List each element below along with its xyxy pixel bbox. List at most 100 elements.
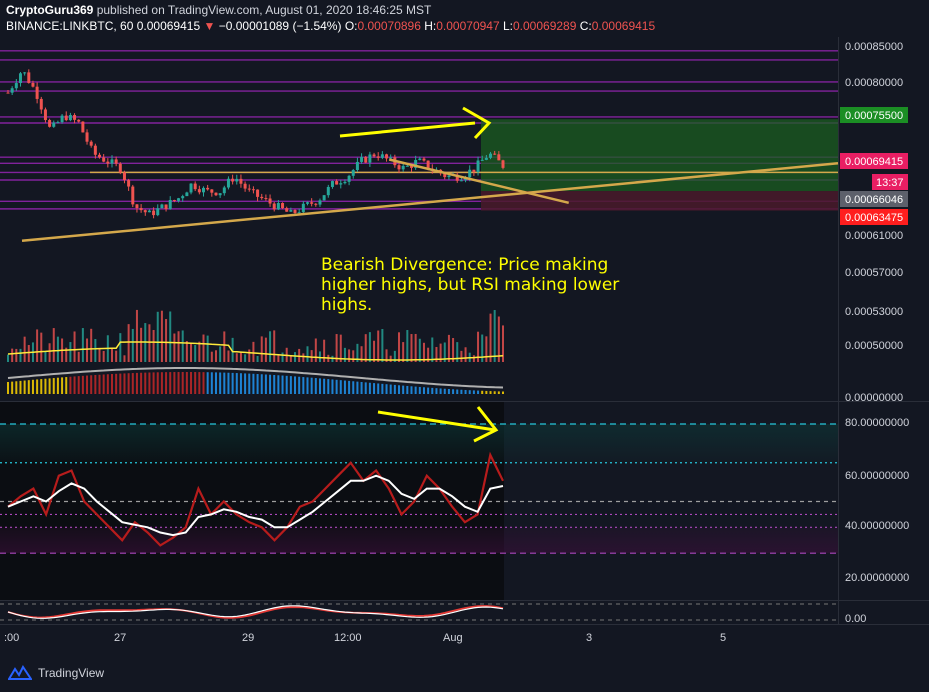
time-axis[interactable]: :00 27 29 12:00 Aug 3 5: [4, 632, 726, 644]
indicator-pane[interactable]: [0, 368, 838, 401]
down-arrow-icon: ▼: [203, 19, 216, 33]
candle-body: [380, 154, 384, 158]
volume-bar: [15, 348, 18, 362]
volume-bar: [485, 336, 488, 362]
histogram-bar: [410, 386, 413, 394]
volume-bar: [190, 342, 193, 362]
histogram-bar: [19, 380, 22, 394]
histogram-bar: [402, 385, 405, 394]
volume-bar: [310, 350, 313, 362]
histogram-bar: [294, 376, 297, 394]
histogram-signal-line: [7, 367, 504, 389]
author-name[interactable]: CryptoGuru369: [6, 3, 94, 17]
volume-bar: [198, 341, 201, 362]
tradingview-logo-icon: [8, 665, 32, 680]
histogram-bar: [356, 381, 359, 394]
tradingview-watermark[interactable]: TradingView: [8, 665, 104, 681]
candle-body: [468, 169, 472, 178]
histogram-bar: [310, 377, 313, 394]
histogram-bar: [165, 372, 168, 394]
osc-pane[interactable]: [0, 602, 838, 624]
candle-body: [484, 157, 488, 160]
volume-bar: [65, 347, 68, 362]
volume-bar: [194, 345, 197, 362]
countdown-badge: [872, 174, 908, 190]
histogram-bar: [231, 372, 234, 394]
symbol-info: BINANCE:LINKBTC, 60 0.00069415 ▼ −0.0000…: [6, 19, 655, 33]
volume-bar: [127, 324, 130, 362]
candle-body: [368, 154, 372, 163]
price-change: −0.00001089 (−1.54%): [218, 19, 342, 33]
volume-bar: [23, 336, 26, 362]
candle-body: [185, 192, 189, 197]
histogram-bar: [393, 384, 396, 394]
ohlc-high-label: H:: [424, 19, 437, 33]
volume-bar: [460, 350, 463, 362]
candle-body: [43, 109, 47, 121]
volume-bar: [373, 340, 376, 362]
volume-bar: [314, 338, 317, 362]
volume-bar: [169, 311, 172, 362]
volume-bar: [289, 355, 292, 362]
histogram-bar: [123, 373, 126, 394]
candle-body: [193, 183, 197, 190]
volume-bar: [77, 351, 80, 362]
histogram-bar: [264, 374, 267, 394]
histogram-bar: [368, 382, 371, 394]
watermark-text: TradingView: [38, 666, 105, 680]
histogram-bar: [339, 380, 342, 394]
countdown-label: 13:37: [876, 177, 904, 189]
histogram-bar: [306, 377, 309, 394]
price-tick: 0.00080000: [845, 77, 903, 89]
histogram-bar: [131, 373, 134, 394]
histogram-bar: [90, 375, 93, 394]
volume-bar: [98, 347, 101, 362]
volume-bar: [148, 324, 151, 362]
histogram-bar: [61, 377, 64, 394]
volume-bar: [294, 352, 297, 362]
histogram-bar: [69, 376, 72, 394]
candle-body: [447, 175, 451, 178]
histogram-bar: [348, 380, 351, 394]
symbol-label[interactable]: BINANCE:LINKBTC, 60: [6, 19, 134, 33]
volume-bar: [210, 351, 213, 362]
annotation-line-2: higher highs, but RSI making lower: [321, 275, 619, 295]
volume-bar: [160, 310, 163, 362]
volume-bar: [202, 334, 205, 362]
histogram-bar: [144, 372, 147, 394]
volume-bar: [418, 338, 421, 362]
volume-bar: [406, 330, 409, 362]
volume-bar: [431, 337, 434, 362]
volume-bar: [90, 328, 93, 362]
volume-bar: [422, 342, 425, 362]
histogram-bar: [98, 374, 101, 394]
candle-body: [364, 156, 368, 163]
candle-body: [305, 202, 309, 204]
candle-body: [497, 154, 501, 161]
histogram-bar: [381, 383, 384, 394]
volume-bar: [260, 336, 263, 362]
volume-bar: [381, 329, 384, 362]
candle-body: [52, 122, 56, 127]
price-pane[interactable]: [0, 37, 838, 392]
rsi-axis[interactable]: 80.00000000 60.00000000 40.00000000 20.0…: [845, 417, 909, 584]
candle-body: [260, 196, 264, 199]
histogram-bar: [477, 390, 480, 394]
candle-body: [268, 198, 272, 204]
rsi-divergence-arrow: [377, 410, 496, 432]
volume-bar: [477, 331, 480, 362]
histogram-bar: [198, 372, 201, 394]
candle-body: [455, 174, 459, 181]
volume-bar: [19, 348, 22, 362]
target-price-label: 0.00075500: [845, 110, 903, 122]
histogram-bar: [23, 380, 26, 394]
histogram-bar: [447, 389, 450, 394]
candle-body: [389, 157, 393, 159]
candle-body: [310, 202, 314, 204]
volume-bar: [298, 348, 301, 362]
candle-body: [401, 165, 405, 170]
current-price-label: 0.00069415: [845, 156, 903, 168]
price-axis[interactable]: 0.00085000 0.00080000 0.00061000 0.00057…: [845, 41, 903, 352]
